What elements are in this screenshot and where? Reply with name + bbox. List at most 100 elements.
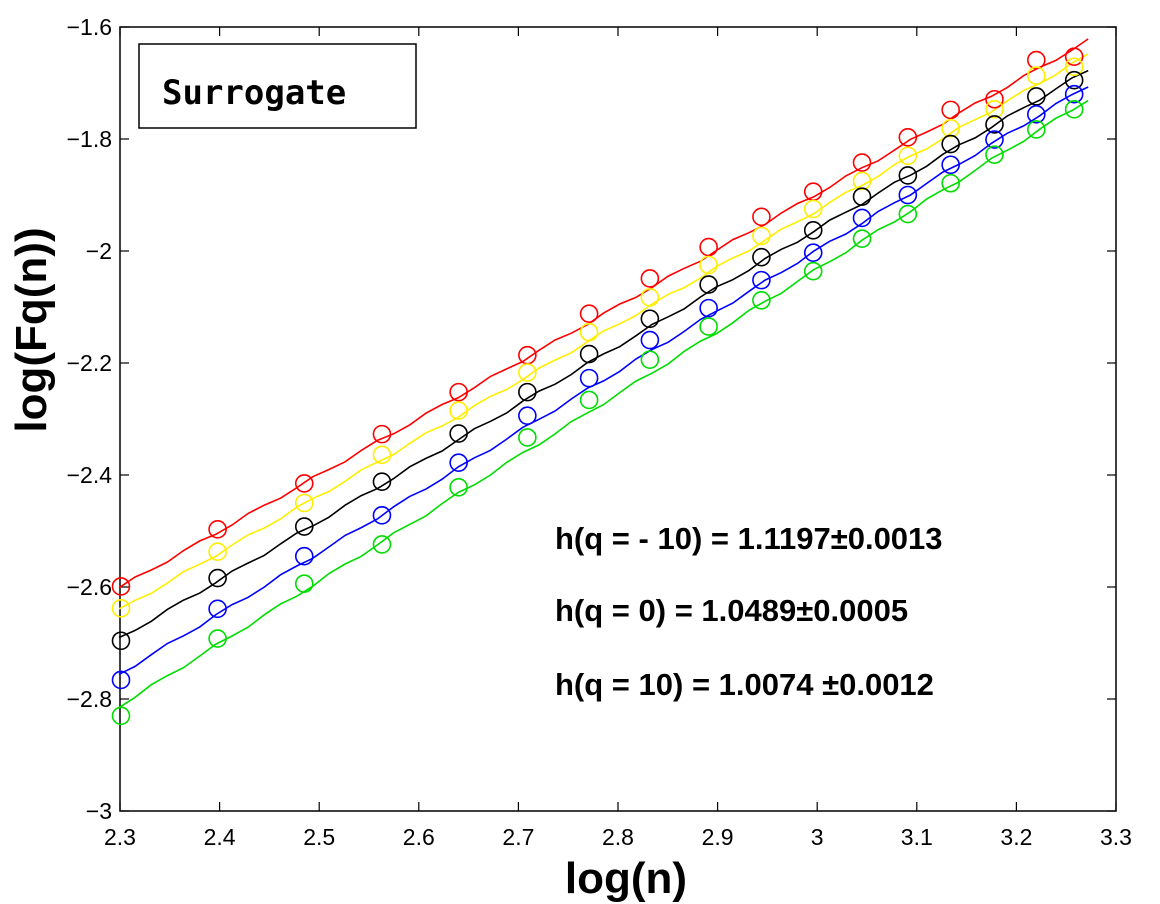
x-tick-label: 2.9	[702, 824, 734, 850]
y-tick-label: −2	[86, 238, 112, 264]
data-point	[1027, 66, 1046, 86]
data-point	[579, 322, 599, 342]
data-point	[752, 290, 771, 310]
y-tick-label: −2.6	[67, 574, 112, 600]
x-tick-label: 2.8	[602, 824, 634, 850]
data-point	[941, 119, 960, 138]
x-tick-label: 3.2	[1000, 824, 1032, 850]
y-tick-label: −2.4	[67, 462, 113, 488]
data-point	[294, 517, 314, 536]
data-point	[985, 100, 1004, 119]
data-point	[898, 146, 918, 166]
data-point	[208, 520, 227, 539]
y-tick-label: −2.2	[67, 350, 112, 376]
data-point	[579, 304, 599, 324]
y-tick-label: −1.6	[67, 14, 112, 40]
data-point	[449, 478, 468, 497]
data-point	[985, 115, 1004, 134]
data-point	[852, 171, 872, 191]
data-point	[941, 134, 960, 154]
x-tick-label: 2.4	[204, 824, 236, 850]
data-point	[579, 390, 599, 410]
x-tick-label: 3.3	[1100, 824, 1132, 850]
data-point	[752, 270, 771, 290]
data-point	[985, 145, 1004, 164]
data-point	[803, 199, 823, 219]
data-point	[372, 506, 392, 525]
y-axis-label: log(Fq(n))	[7, 227, 56, 432]
data-point	[208, 542, 227, 562]
data-point	[752, 226, 771, 246]
data-point	[1027, 120, 1046, 139]
x-tick-label: 2.3	[104, 824, 136, 850]
data-point	[852, 153, 872, 172]
data-point	[372, 535, 392, 554]
data-point	[372, 445, 392, 465]
fit-line	[118, 99, 1089, 709]
data-point	[803, 220, 823, 240]
data-point	[941, 155, 960, 175]
data-point	[699, 255, 718, 275]
annotation-hq-10: h(q = 10) = 1.0074 ±0.0012	[555, 667, 934, 702]
fit-line	[118, 86, 1089, 676]
fit-lines	[118, 38, 1089, 709]
data-point	[294, 474, 314, 493]
data-point	[449, 382, 468, 402]
label-box: Surrogate	[138, 43, 417, 129]
x-axis-label: log(n)	[565, 854, 687, 903]
data-point	[449, 424, 468, 443]
data-point	[518, 382, 537, 402]
data-point	[1064, 84, 1084, 104]
data-point	[898, 185, 918, 205]
data-point	[699, 275, 718, 294]
data-point	[852, 187, 872, 206]
data-point	[898, 204, 918, 224]
data-point	[898, 128, 918, 147]
data-point	[985, 130, 1004, 149]
data-point	[752, 207, 771, 227]
data-point	[699, 317, 718, 336]
data-point	[579, 344, 599, 364]
data-point	[372, 424, 392, 444]
data-point	[640, 350, 660, 369]
data-point	[111, 598, 131, 618]
data-point	[699, 298, 718, 318]
data-point	[985, 89, 1004, 109]
data-point	[372, 472, 392, 492]
data-point	[208, 599, 227, 619]
fit-line	[118, 69, 1089, 639]
data-point	[852, 208, 872, 228]
data-point	[1027, 105, 1046, 124]
data-point	[111, 631, 131, 651]
label-box-frame	[138, 43, 417, 129]
data-point	[518, 428, 537, 447]
data-point	[294, 546, 314, 566]
data-point	[941, 173, 960, 193]
data-point	[898, 166, 918, 185]
data-point	[111, 706, 131, 726]
data-point	[1027, 50, 1046, 70]
data-point	[1064, 57, 1084, 77]
data-markers	[111, 47, 1084, 726]
data-point	[449, 401, 468, 420]
data-point	[518, 363, 537, 382]
annotation-hq-neg10: h(q = - 10) = 1.1197±0.0013	[555, 521, 943, 556]
data-point	[803, 243, 823, 262]
data-point	[111, 577, 131, 596]
data-point	[518, 406, 537, 425]
annotation-hq-0: h(q = 0) = 1.0489±0.0005	[555, 593, 908, 628]
data-point	[941, 100, 960, 120]
data-point	[111, 670, 131, 690]
data-point	[640, 288, 660, 307]
data-point	[294, 574, 314, 593]
data-point	[699, 237, 718, 257]
fit-line	[118, 53, 1089, 610]
data-point	[752, 247, 771, 267]
data-point	[449, 453, 468, 472]
fit-line	[118, 38, 1089, 589]
x-tick-label: 2.6	[403, 824, 435, 850]
data-point	[640, 309, 660, 329]
x-tick-label: 3	[811, 824, 824, 850]
y-tick-label: −2.8	[67, 686, 112, 712]
data-point	[208, 568, 227, 588]
